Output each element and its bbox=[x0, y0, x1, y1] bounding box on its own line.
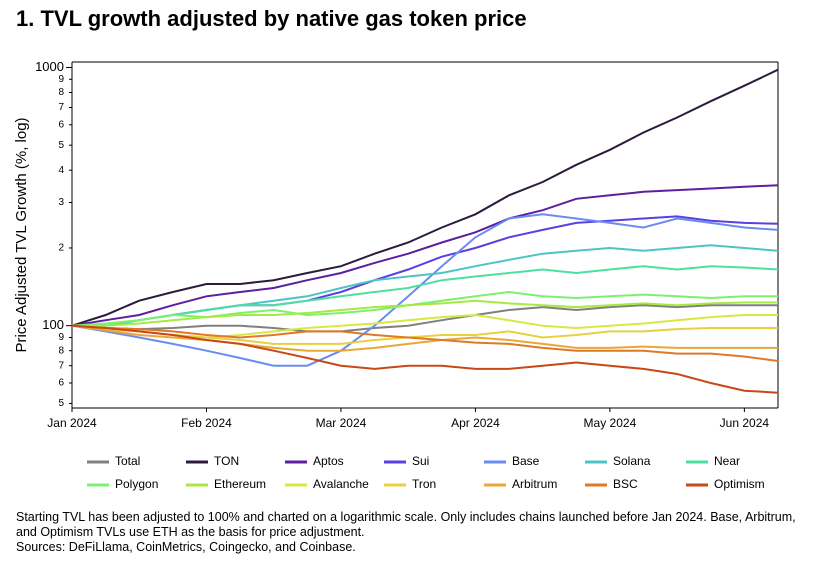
note: Starting TVL has been adjusted to 100% a… bbox=[16, 510, 796, 539]
legend-label: Avalanche bbox=[313, 477, 369, 491]
series-line bbox=[71, 213, 779, 367]
y-axis-label: Price Adjusted TVL Growth (%, log) bbox=[13, 117, 30, 352]
legend-label: Base bbox=[512, 454, 540, 468]
series-line bbox=[71, 290, 778, 327]
x-tick-label: Mar 2024 bbox=[316, 416, 367, 430]
x-tick-label: Jan 2024 bbox=[47, 416, 97, 430]
y-tick-label: 6 bbox=[58, 378, 64, 389]
legend-label: BSC bbox=[613, 477, 638, 491]
y-tick-label: 1000 bbox=[35, 59, 64, 74]
series-line bbox=[71, 324, 778, 352]
y-tick-label: 9 bbox=[58, 74, 64, 85]
note: Sources: DeFiLlama, CoinMetrics, Coingec… bbox=[16, 540, 356, 554]
legend-label: Solana bbox=[613, 454, 651, 468]
y-tick-label: 9 bbox=[58, 332, 64, 343]
legend-label: Ethereum bbox=[214, 477, 266, 491]
series-line bbox=[72, 265, 779, 327]
series-line bbox=[71, 184, 779, 327]
legend-label: Polygon bbox=[115, 477, 158, 491]
y-tick-label: 7 bbox=[58, 102, 64, 113]
series-line bbox=[71, 324, 779, 394]
y-tick-label: 6 bbox=[58, 119, 64, 130]
legend-label: Aptos bbox=[313, 454, 344, 468]
legend-label: Tron bbox=[412, 477, 436, 491]
y-tick-label: 100 bbox=[42, 317, 64, 332]
legend-label: Arbitrum bbox=[512, 477, 557, 491]
y-tick-label: 4 bbox=[58, 165, 64, 176]
notes: Starting TVL has been adjusted to 100% a… bbox=[16, 510, 816, 555]
y-tick-label: 7 bbox=[58, 360, 64, 371]
series-line bbox=[71, 324, 779, 362]
legend-label: Near bbox=[714, 454, 740, 468]
x-tick-label: Jun 2024 bbox=[720, 416, 770, 430]
x-tick-label: May 2024 bbox=[584, 416, 637, 430]
legend-label: Optimism bbox=[714, 477, 765, 491]
y-tick-label: 8 bbox=[58, 345, 64, 356]
series-line bbox=[72, 215, 779, 327]
legend-label: TON bbox=[214, 454, 239, 468]
series-line bbox=[71, 304, 778, 333]
y-tick-label: 2 bbox=[58, 243, 64, 254]
series-line bbox=[71, 68, 779, 327]
series-line bbox=[71, 324, 778, 345]
y-tick-label: 5 bbox=[58, 398, 64, 409]
y-tick-label: 5 bbox=[58, 140, 64, 151]
y-tick-label: 8 bbox=[58, 87, 64, 98]
x-tick-label: Feb 2024 bbox=[181, 416, 232, 430]
series-line bbox=[71, 313, 778, 339]
y-tick-label: 3 bbox=[58, 197, 64, 208]
legend-label: Total bbox=[115, 454, 140, 468]
legend-label: Sui bbox=[412, 454, 429, 468]
chart-title: 1. TVL growth adjusted by native gas tok… bbox=[16, 6, 527, 31]
series-line bbox=[72, 299, 778, 327]
x-tick-label: Apr 2024 bbox=[451, 416, 500, 430]
